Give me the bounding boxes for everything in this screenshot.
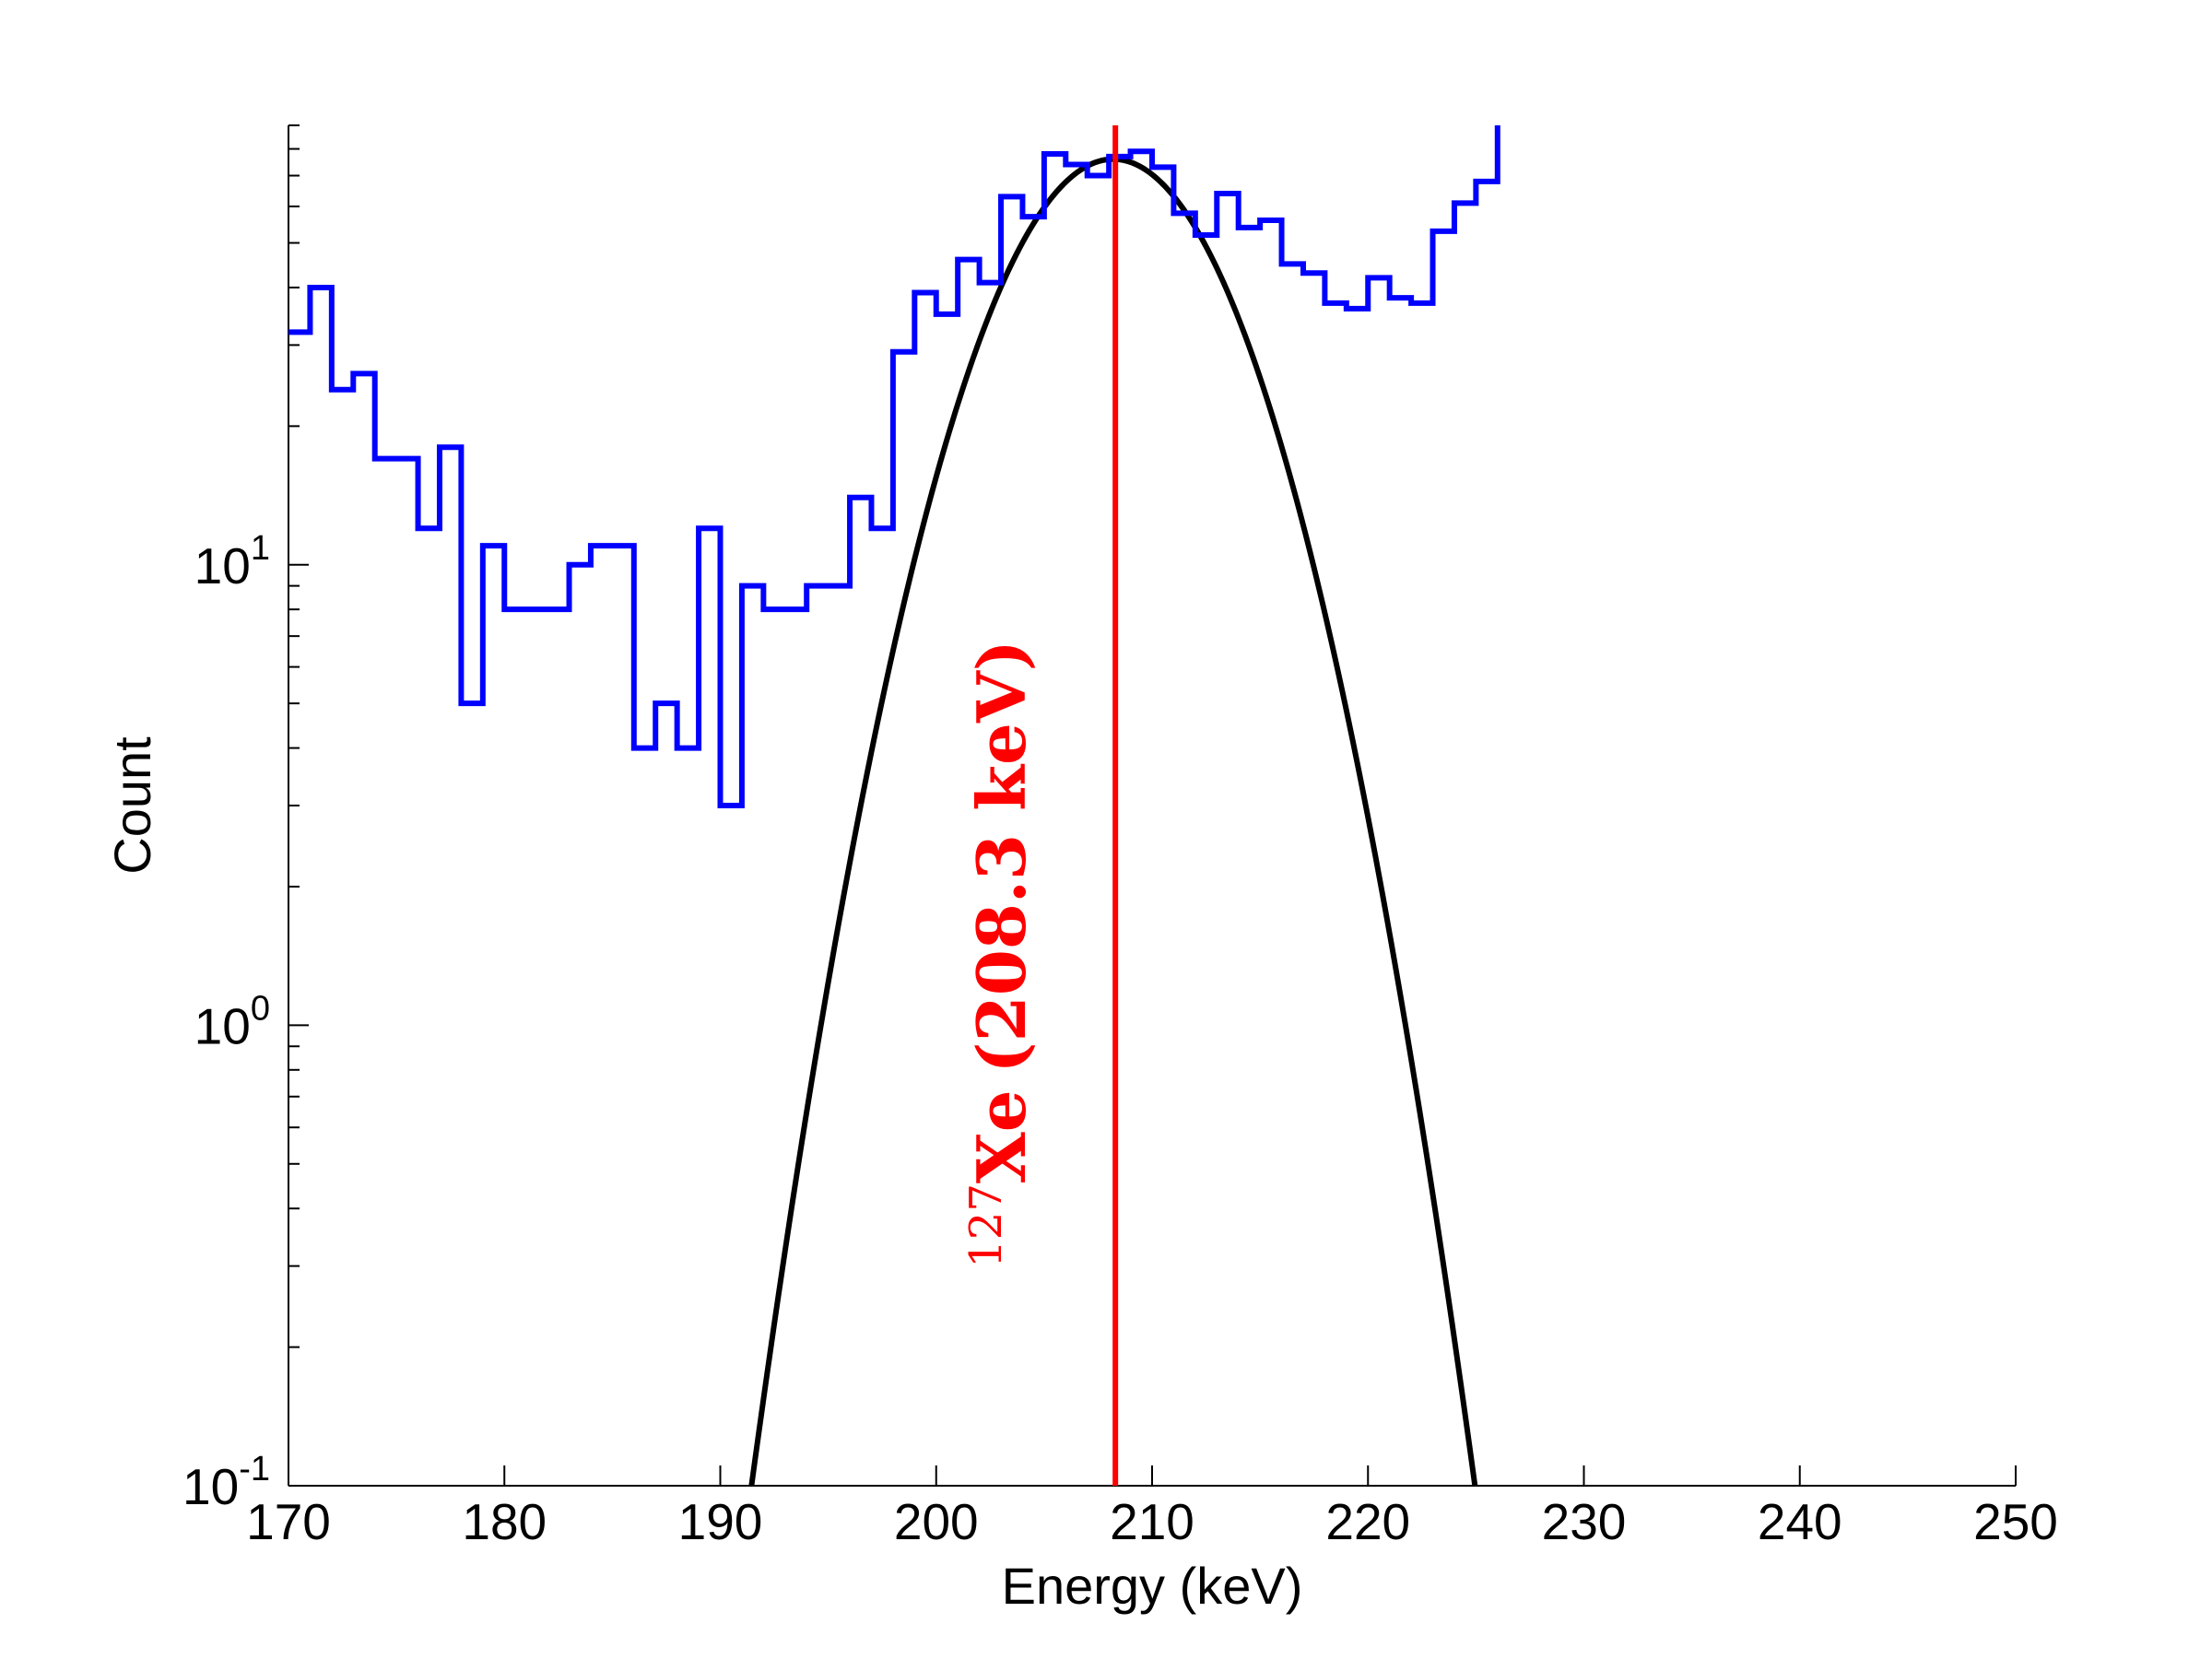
data-histogram (288, 125, 1500, 808)
x-tick-label: 230 (1542, 1493, 1627, 1550)
y-axis-ticks: 10-1 100 101 (182, 124, 309, 1515)
x-tick-label: 200 (894, 1493, 979, 1550)
annotation-mass-number: 127 (960, 1183, 1012, 1268)
axes-frame (288, 125, 2016, 1487)
x-tick-label: 210 (1110, 1493, 1194, 1550)
x-tick-label: 170 (246, 1493, 331, 1550)
y-tick-label: 10-1 (182, 1450, 270, 1515)
peak-annotation: 127Xe (208.3 keV) (960, 640, 1041, 1268)
x-tick-label: 180 (462, 1493, 547, 1550)
plot-clip-group (288, 125, 1500, 1486)
x-tick-label: 240 (1758, 1493, 1842, 1550)
y-axis-title: Count (103, 736, 161, 875)
annotation-energy: (208.3 keV) (962, 640, 1041, 1073)
x-tick-label: 220 (1325, 1493, 1410, 1550)
annotation-element: Xe (962, 1089, 1041, 1183)
x-tick-label: 190 (678, 1493, 763, 1550)
x-axis-ticks: 170 180 190 200 210 220 230 240 250 (246, 1465, 2058, 1550)
x-tick-label: 250 (1973, 1493, 2058, 1550)
series-layer (288, 125, 1500, 1486)
y-tick-label: 100 (194, 989, 270, 1054)
x-axis-title: Energy (keV) (1002, 1557, 1303, 1615)
y-tick-label: 101 (194, 529, 270, 594)
